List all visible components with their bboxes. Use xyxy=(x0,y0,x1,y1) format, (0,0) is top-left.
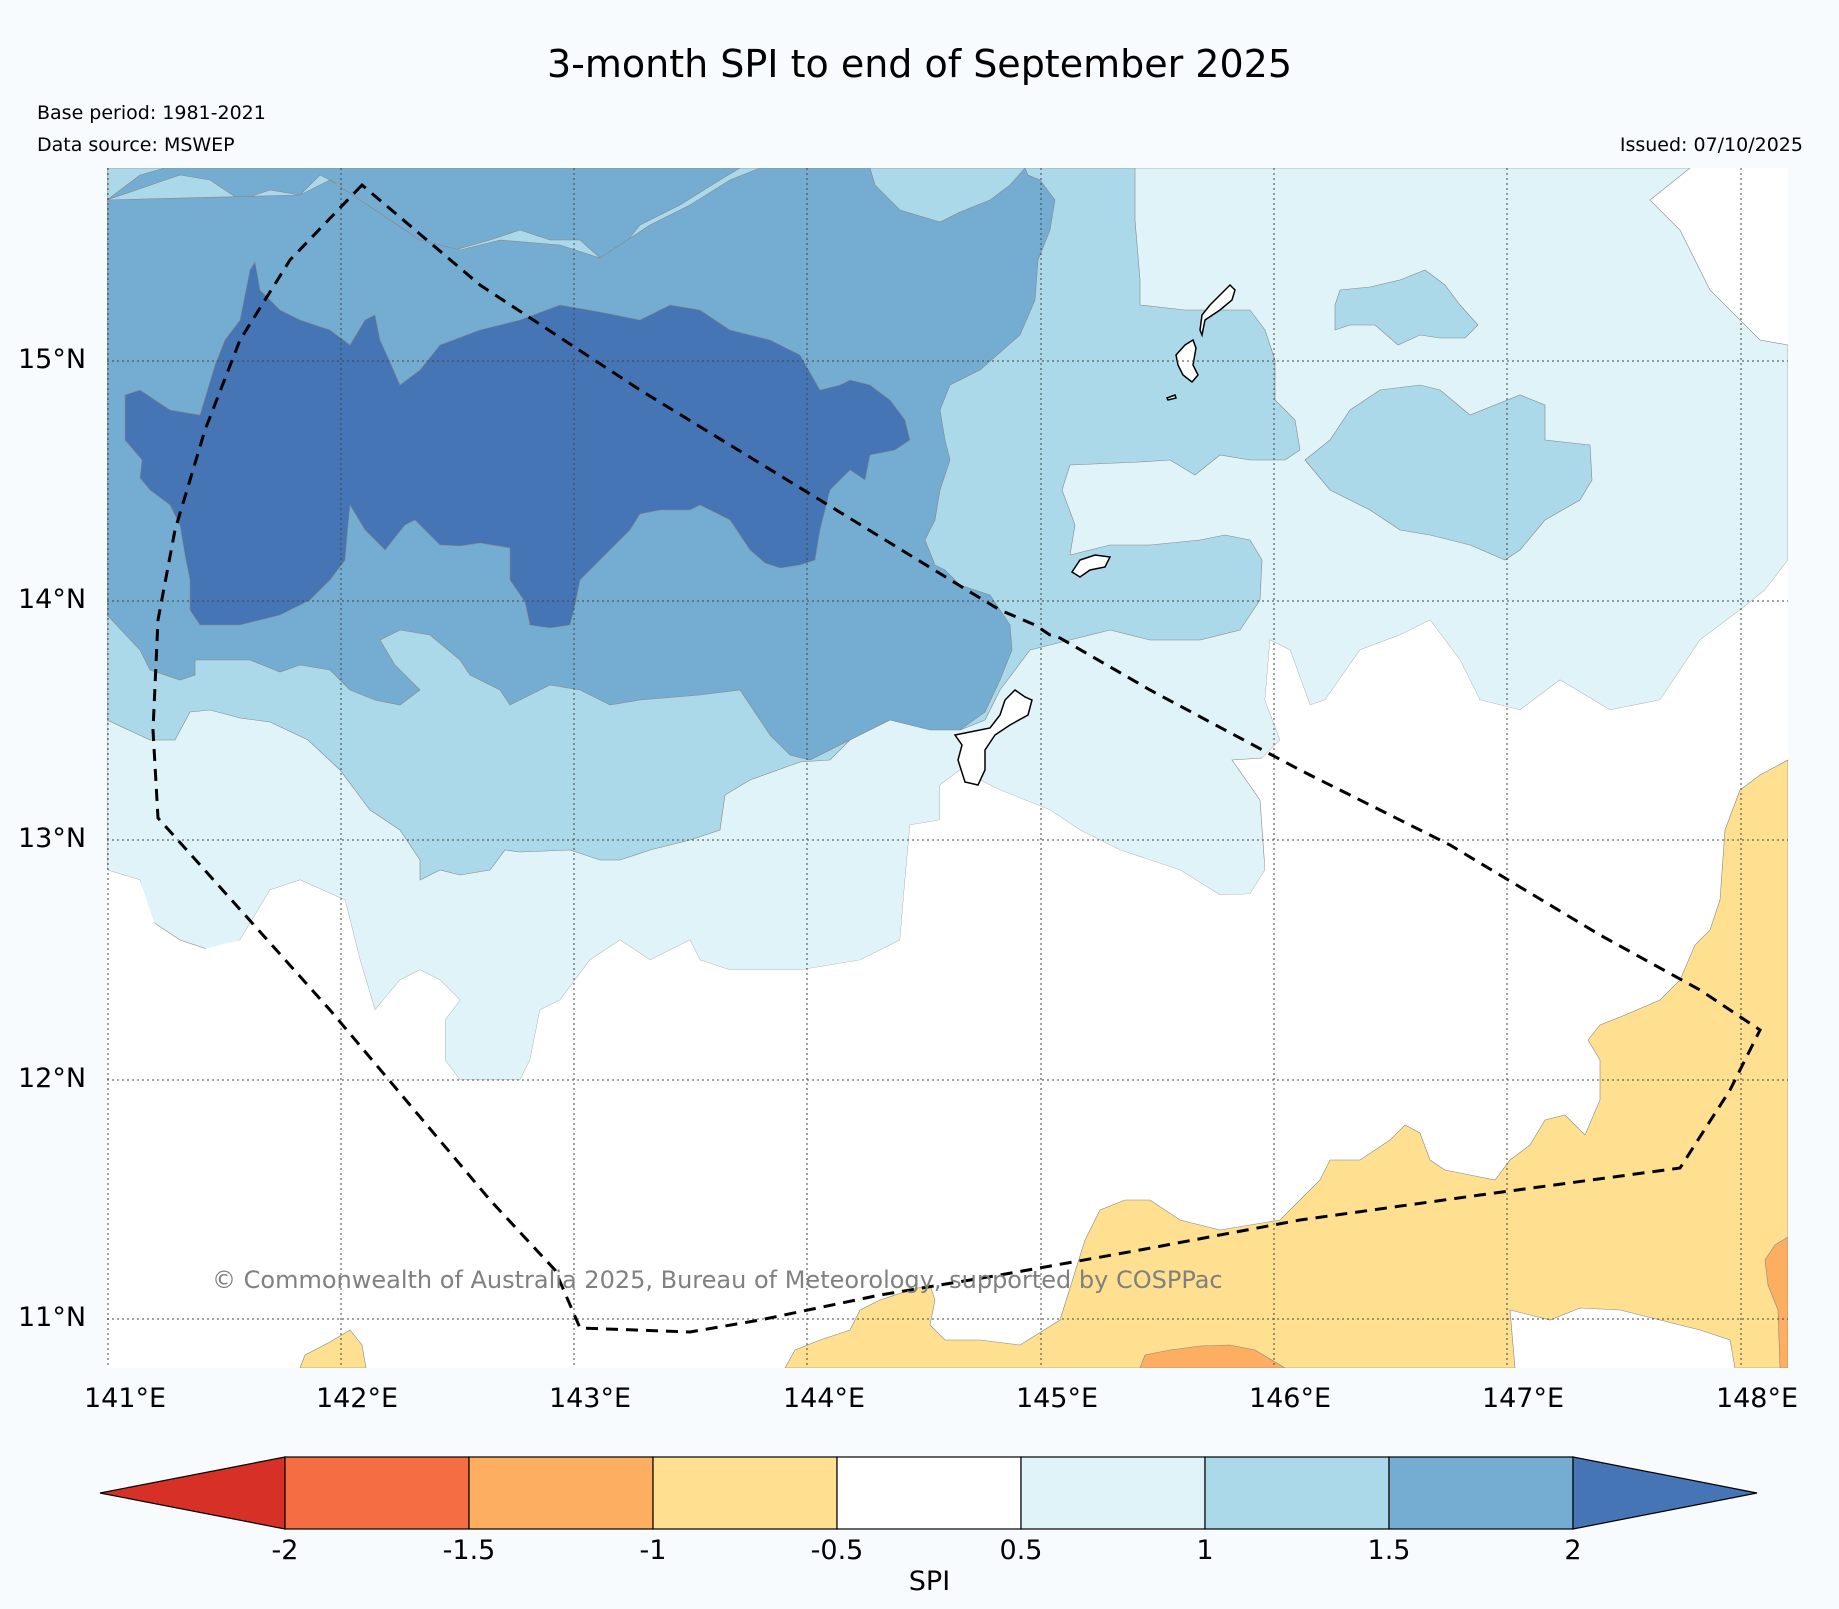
spi-region-minus1-minus0.5 xyxy=(784,759,1788,1368)
island-rota xyxy=(1070,554,1112,578)
colorbar-tick: 0.5 xyxy=(999,1535,1043,1566)
colorbar-tick: -2 xyxy=(271,1535,299,1566)
colorbar-tick: 1.5 xyxy=(1367,1535,1411,1566)
colorbar-bin-2 xyxy=(468,1456,654,1530)
spi-region-1-1.5-east xyxy=(1304,384,1593,561)
eez-boundary xyxy=(151,182,1762,1334)
colorbar-bin-1 xyxy=(284,1456,470,1530)
colorbar-tick: -1 xyxy=(639,1535,667,1566)
colorbar-tick: 1 xyxy=(1196,1535,1214,1566)
spi-region-1.5-2 xyxy=(107,168,741,271)
lon-label: 146°E xyxy=(1248,1383,1332,1414)
base-period: Base period: 1981-2021 xyxy=(37,102,266,124)
copyright-notice: © Commonwealth of Australia 2025, Bureau… xyxy=(212,1266,1223,1294)
lon-label: 144°E xyxy=(782,1383,866,1414)
colorbar-extend-low xyxy=(99,1456,286,1530)
island-guam xyxy=(953,689,1033,786)
colorbar-bin-3 xyxy=(652,1456,838,1530)
lat-label: 12°N xyxy=(18,1063,87,1094)
colorbar-tick: 2 xyxy=(1564,1535,1582,1566)
lon-label: 147°E xyxy=(1481,1383,1565,1414)
lon-label: 141°E xyxy=(83,1383,167,1414)
spi-region-1-1.5-northeast xyxy=(1334,269,1479,346)
lon-label: 145°E xyxy=(1015,1383,1099,1414)
data-source: Data source: MSWEP xyxy=(37,134,235,156)
graticule xyxy=(107,168,1788,1368)
map-title: 3-month SPI to end of September 2025 xyxy=(546,42,1293,86)
colorbar-bin-7 xyxy=(1388,1456,1574,1530)
colorbar-bin-4 xyxy=(836,1456,1022,1530)
island-aguijan xyxy=(1165,394,1177,401)
lon-label: 142°E xyxy=(315,1383,399,1414)
spi-region-minus1-minus0.5-sw xyxy=(299,1329,367,1368)
lat-label: 15°N xyxy=(18,344,87,375)
lat-label: 11°N xyxy=(18,1302,87,1333)
lon-label: 148°E xyxy=(1715,1383,1799,1414)
colorbar-tick: -0.5 xyxy=(810,1535,864,1566)
spi-region-minus1.5-minus1-east xyxy=(1764,1236,1788,1368)
colorbar-tick: -1.5 xyxy=(442,1535,496,1566)
issued-date: Issued: 07/10/2025 xyxy=(1619,134,1803,156)
lat-label: 14°N xyxy=(18,584,87,615)
colorbar-extend-high xyxy=(1572,1456,1758,1530)
spi-region-minus1.5-minus1 xyxy=(1139,1344,1286,1368)
colorbar-bin-6 xyxy=(1204,1456,1390,1530)
lon-label: 143°E xyxy=(548,1383,632,1414)
colorbar-label: SPI xyxy=(908,1566,951,1597)
lat-label: 13°N xyxy=(18,823,87,854)
colorbar-bin-5 xyxy=(1020,1456,1206,1530)
colorbar xyxy=(99,1456,1758,1530)
island-tinian xyxy=(1199,283,1236,338)
spi-region-above-2 xyxy=(124,261,911,629)
